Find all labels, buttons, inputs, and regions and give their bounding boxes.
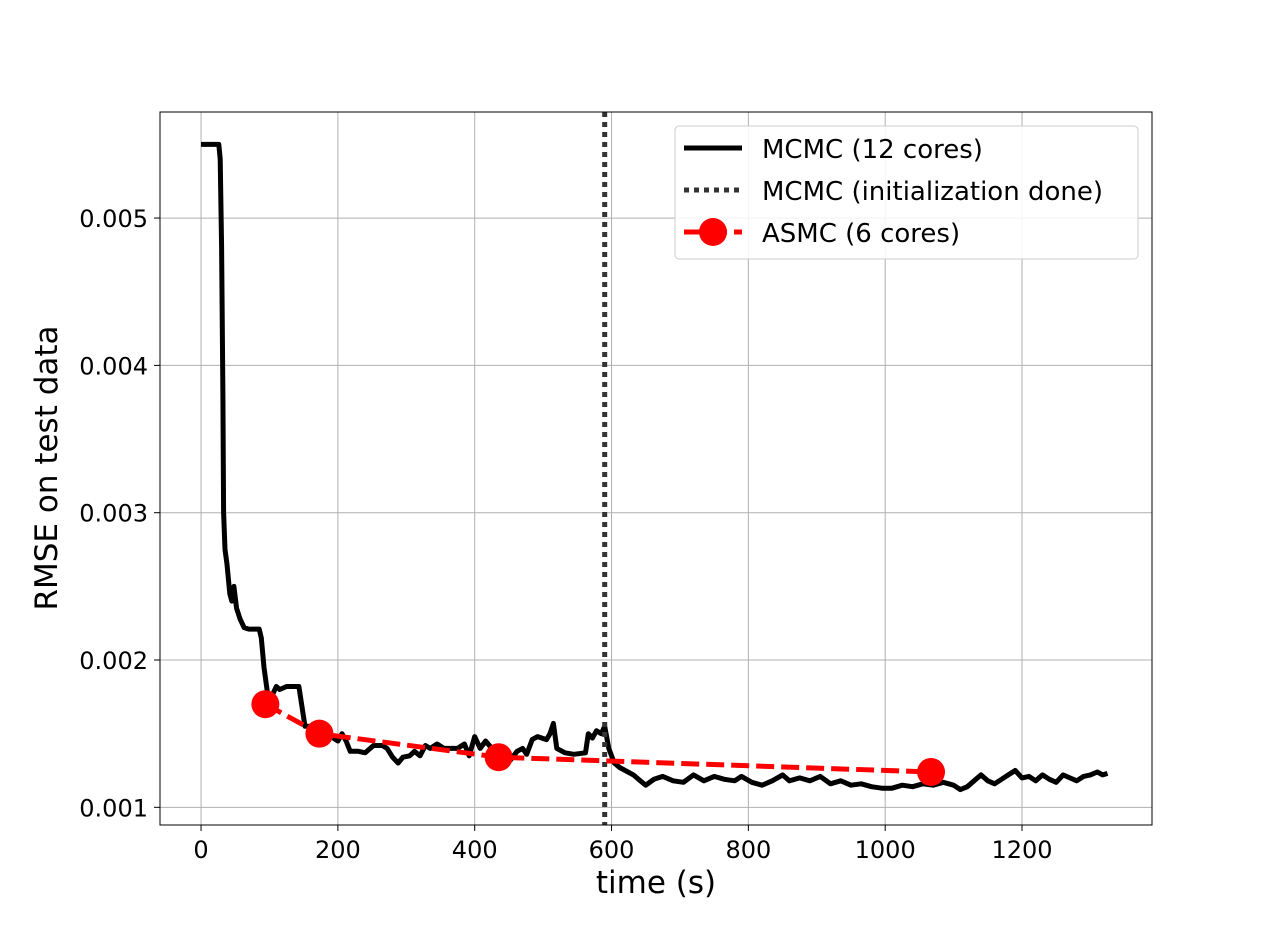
x-tick-label: 0 xyxy=(193,836,208,864)
x-tick-label: 600 xyxy=(589,836,635,864)
plot-frame xyxy=(159,111,1153,826)
x-tick-label: 1000 xyxy=(855,836,916,864)
mcmc-series-line xyxy=(201,141,1109,793)
x-tick-label: 800 xyxy=(725,836,771,864)
asmc-point xyxy=(251,690,280,719)
y-tick-label: 0.005 xyxy=(79,205,148,233)
legend-box xyxy=(674,125,1139,260)
legend-mcmc-label: MCMC (12 cores) xyxy=(762,135,983,165)
x-tick-label: 1200 xyxy=(991,836,1052,864)
y-tick-label: 0.003 xyxy=(79,500,148,528)
asmc-series-line xyxy=(264,702,932,775)
y-axis-label: RMSE on test data xyxy=(29,325,65,610)
legend-asmc-marker xyxy=(699,218,727,246)
asmc-point xyxy=(305,719,334,748)
y-tick-label: 0.002 xyxy=(79,647,148,675)
x-axis-label: time (s) xyxy=(596,865,716,901)
x-tick-label: 200 xyxy=(315,836,361,864)
legend: MCMC (12 cores) MCMC (initialization don… xyxy=(674,125,1139,260)
x-tick-label: 400 xyxy=(452,836,498,864)
asmc-point xyxy=(917,757,946,786)
y-axis-ticks: 0.001 0.002 0.003 0.004 0.005 xyxy=(79,205,160,822)
data-series xyxy=(201,112,1109,825)
legend-init-label: MCMC (initialization done) xyxy=(762,177,1103,207)
y-tick-label: 0.001 xyxy=(79,794,148,822)
y-tick-label: 0.004 xyxy=(79,352,148,380)
legend-asmc-label: ASMC (6 cores) xyxy=(762,219,960,249)
asmc-point xyxy=(484,743,513,772)
x-axis-ticks: 0 200 400 600 800 1000 1200 xyxy=(193,825,1053,864)
